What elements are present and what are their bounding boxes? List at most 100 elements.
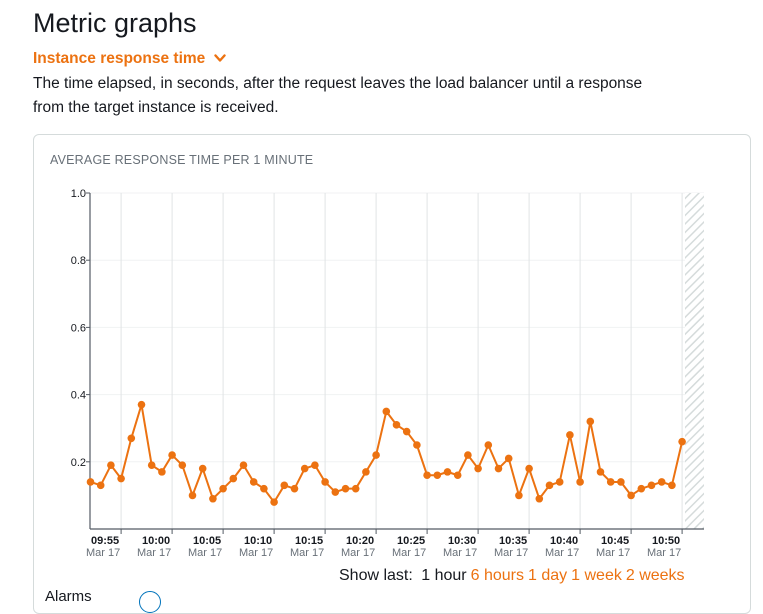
data-point[interactable] <box>331 488 340 496</box>
data-point[interactable] <box>311 461 319 469</box>
data-point[interactable] <box>433 471 442 480</box>
x-tick-date: Mar 17 <box>545 547 579 559</box>
x-tick-time: 10:10 <box>244 535 272 547</box>
data-point[interactable] <box>647 481 656 490</box>
data-point[interactable] <box>392 421 401 429</box>
data-point[interactable] <box>147 461 156 469</box>
data-point[interactable] <box>219 484 227 493</box>
data-point[interactable] <box>535 494 544 503</box>
data-point[interactable] <box>178 461 187 469</box>
x-tick-date: Mar 17 <box>188 547 222 559</box>
x-tick-time: 10:25 <box>397 535 425 547</box>
data-point[interactable] <box>158 468 166 476</box>
data-point[interactable] <box>596 468 605 476</box>
data-point[interactable] <box>657 478 666 486</box>
data-point[interactable] <box>525 464 533 473</box>
data-point[interactable] <box>86 478 95 486</box>
data-point[interactable] <box>198 464 207 473</box>
show-last-option[interactable]: 6 hours <box>470 567 525 584</box>
data-point[interactable] <box>382 407 391 416</box>
page-title: Metric graphs <box>33 8 197 38</box>
data-point[interactable] <box>627 491 635 500</box>
data-point[interactable] <box>188 491 197 500</box>
data-point[interactable] <box>351 484 360 493</box>
x-tick-time: 09:55 <box>91 535 119 547</box>
data-point[interactable] <box>209 494 217 503</box>
data-point[interactable] <box>107 461 115 469</box>
data-point[interactable] <box>402 427 411 436</box>
data-point[interactable] <box>545 481 554 490</box>
show-last-option[interactable]: 2 weeks <box>625 567 685 584</box>
data-point[interactable] <box>413 441 421 449</box>
data-point[interactable] <box>137 400 146 409</box>
data-point[interactable] <box>504 454 513 463</box>
data-point[interactable] <box>239 461 248 469</box>
x-tick-date: Mar 17 <box>596 547 630 559</box>
x-tick-date: Mar 17 <box>341 547 375 559</box>
data-point[interactable] <box>586 417 595 426</box>
x-tick-date: Mar 17 <box>137 547 171 559</box>
x-tick-time: 10:15 <box>295 535 323 547</box>
data-point[interactable] <box>515 491 523 500</box>
x-tick-date: Mar 17 <box>392 547 426 559</box>
x-tick-date: Mar 17 <box>494 547 528 559</box>
x-tick-time: 10:35 <box>499 535 527 547</box>
data-point[interactable] <box>249 478 258 486</box>
data-point[interactable] <box>270 498 278 506</box>
data-point[interactable] <box>229 474 238 483</box>
data-point[interactable] <box>606 478 615 486</box>
y-tick-label: 0.8 <box>71 255 86 267</box>
y-tick-label: 0.6 <box>71 322 86 334</box>
data-point[interactable] <box>260 484 268 493</box>
data-point[interactable] <box>96 481 105 490</box>
data-point[interactable] <box>362 468 370 476</box>
x-tick-time: 10:50 <box>652 535 680 547</box>
y-tick-label: 0.2 <box>71 457 86 469</box>
x-tick-time: 10:05 <box>193 535 221 547</box>
data-point[interactable] <box>453 471 462 480</box>
data-point[interactable] <box>117 474 125 483</box>
data-point[interactable] <box>576 478 584 486</box>
data-point[interactable] <box>290 484 299 493</box>
x-tick-date: Mar 17 <box>239 547 273 559</box>
info-icon[interactable] <box>139 591 161 613</box>
data-point[interactable] <box>484 441 493 449</box>
data-point[interactable] <box>341 484 350 493</box>
x-tick-time: 10:20 <box>346 535 374 547</box>
data-point[interactable] <box>423 471 431 480</box>
show-last-option[interactable]: 1 day <box>528 567 568 584</box>
data-point[interactable] <box>637 484 646 493</box>
x-tick-time: 10:30 <box>448 535 476 547</box>
metric-dropdown-label: Instance response time <box>33 50 206 68</box>
x-tick-date: Mar 17 <box>290 547 324 559</box>
show-last-option[interactable]: 1 hour <box>421 567 467 584</box>
show-last-option[interactable]: 1 week <box>571 567 622 584</box>
data-point[interactable] <box>678 437 686 446</box>
data-point[interactable] <box>668 481 676 490</box>
data-point[interactable] <box>464 451 472 459</box>
data-point[interactable] <box>321 478 329 486</box>
data-point[interactable] <box>372 451 380 459</box>
data-point[interactable] <box>280 481 289 490</box>
x-tick-time: 10:45 <box>601 535 629 547</box>
data-point[interactable] <box>566 431 574 439</box>
chevron-down-icon <box>213 50 226 68</box>
data-point[interactable] <box>617 478 625 486</box>
chart-title: AVERAGE RESPONSE TIME PER 1 MINUTE <box>50 153 314 167</box>
x-tick-time: 10:00 <box>142 535 170 547</box>
y-tick-label: 1.0 <box>71 188 86 200</box>
x-tick-date: Mar 17 <box>86 547 120 559</box>
show-last-label: Show last: <box>339 567 413 584</box>
data-point[interactable] <box>168 451 176 459</box>
alarms-heading: Alarms <box>45 588 92 605</box>
data-point[interactable] <box>474 464 482 473</box>
data-point[interactable] <box>443 468 452 476</box>
data-point[interactable] <box>127 434 136 443</box>
metric-description: The time elapsed, in seconds, after the … <box>33 75 643 116</box>
x-tick-date: Mar 17 <box>647 547 681 559</box>
data-point[interactable] <box>494 464 503 473</box>
data-point[interactable] <box>300 464 309 473</box>
data-point[interactable] <box>555 478 564 486</box>
metric-dropdown[interactable]: Instance response time <box>33 50 226 68</box>
show-last-selector: Show last: 1 hour 6 hours 1 day 1 week 2 wee… <box>339 567 693 585</box>
